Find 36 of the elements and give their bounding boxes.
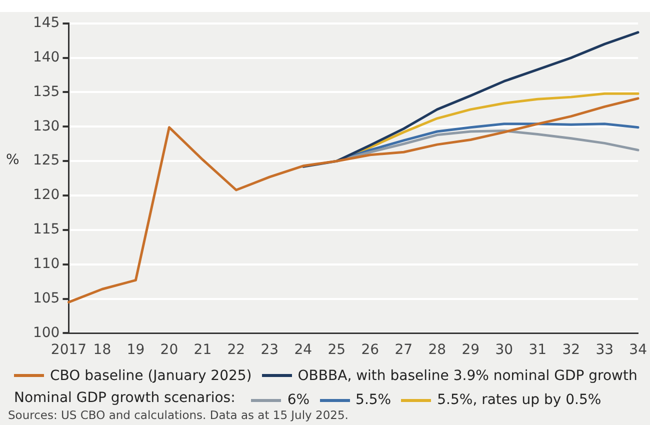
x-tick-label: 19 — [126, 342, 145, 358]
x-tick-label: 33 — [596, 342, 614, 358]
x-tick-label: 23 — [260, 342, 279, 358]
y-tick-label: 100 — [32, 324, 60, 341]
x-tick-label: 18 — [93, 342, 112, 358]
x-tick-label: 32 — [562, 342, 580, 358]
x-tick-label: 27 — [394, 342, 413, 358]
x-tick-label: 25 — [328, 342, 346, 358]
x-tick-label: 29 — [462, 342, 480, 358]
x-tick-label: 26 — [361, 342, 380, 358]
x-tick-label: 22 — [227, 342, 246, 358]
y-tick-label: 115 — [32, 222, 60, 238]
x-tick-label: 28 — [428, 342, 446, 358]
x-tick-label: 21 — [194, 342, 212, 358]
legend-label: 6% — [287, 391, 310, 410]
y-tick-label: 105 — [32, 290, 60, 306]
x-tick-label: 24 — [294, 342, 312, 358]
legend-title: Nominal GDP growth scenarios: — [14, 390, 236, 406]
legend-label: CBO baseline (January 2025) — [50, 366, 252, 386]
source-note: Sources: US CBO and calculations. Data as at 15 July 2025. — [8, 408, 348, 422]
legend-label: 5.5% — [356, 391, 392, 410]
x-tick-label: 34 — [629, 342, 648, 358]
x-tick-label: 31 — [528, 342, 547, 358]
legend-label: OBBBA, with baseline 3.9% nominal GDP growth — [298, 366, 638, 386]
x-tick-label: 30 — [495, 342, 514, 358]
y-tick-label: 125 — [32, 152, 60, 169]
y-tick-label: 130 — [32, 118, 60, 134]
y-tick-label: 120 — [32, 187, 60, 204]
y-axis-title: % — [6, 152, 20, 168]
y-tick-label: 110 — [32, 256, 60, 272]
legend-label: 5.5%, rates up by 0.5% — [437, 391, 602, 410]
x-tick-label: 20 — [160, 342, 178, 358]
y-tick-label: 140 — [32, 49, 60, 66]
y-tick-label: 135 — [32, 84, 60, 100]
x-tick-label: 2017 — [50, 342, 87, 358]
y-tick-label: 145 — [32, 15, 60, 32]
